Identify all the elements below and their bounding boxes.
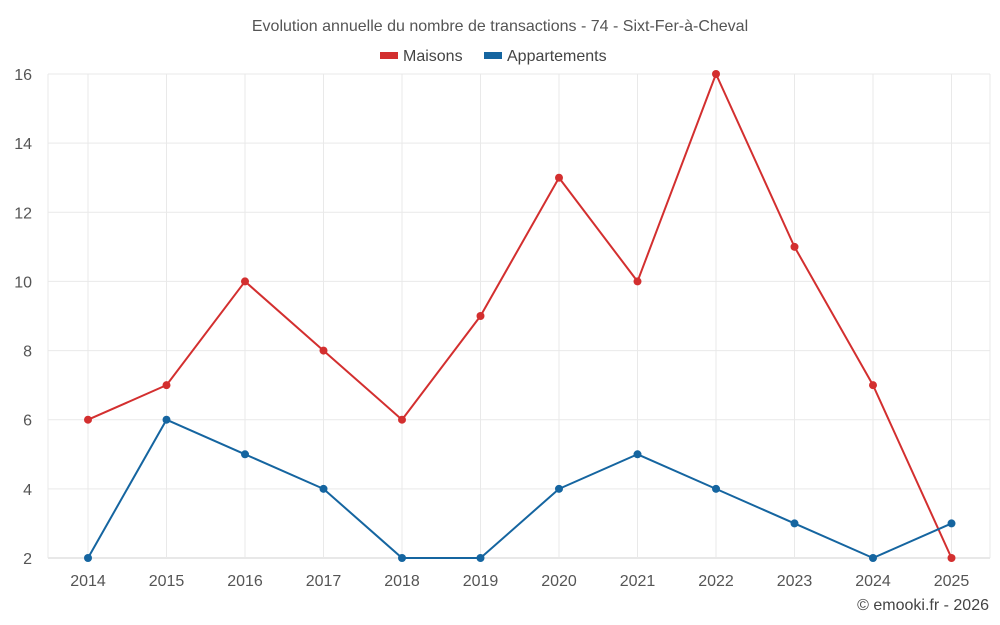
y-axis: 2 4 6 8 10 12 14 16 [14,67,32,568]
legend-item-maisons[interactable]: Maisons [380,48,463,65]
data-point-maisons[interactable] [947,554,956,562]
y-tick-label: 8 [23,344,32,361]
data-point-maisons[interactable] [869,381,877,390]
x-axis: 2014 2015 2016 2017 2018 2019 2020 2021 2022 2023… [70,573,969,590]
y-tick-label: 2 [23,551,32,568]
data-point-appartements[interactable] [869,554,877,562]
series-line-maisons [87,73,953,559]
data-point-maisons[interactable] [398,415,406,424]
series-appartements [84,415,956,562]
data-point-appartements[interactable] [241,450,249,459]
x-tick-label: 2022 [698,573,734,590]
x-tick-label: 2020 [541,573,577,590]
data-point-maisons[interactable] [241,277,249,286]
data-point-maisons[interactable] [790,242,799,251]
series-maisons [84,70,956,562]
data-point-appartements[interactable] [712,484,720,493]
y-tick-label: 12 [14,205,32,222]
data-point-maisons[interactable] [162,381,171,390]
x-tick-label: 2015 [149,573,185,590]
series-group [84,70,956,562]
x-tick-label: 2014 [70,573,106,590]
x-tick-label: 2019 [463,573,499,590]
y-tick-label: 4 [23,482,32,499]
data-point-maisons[interactable] [319,346,328,355]
y-tick-label: 16 [14,67,32,84]
data-point-maisons[interactable] [555,173,563,182]
legend: Maisons Appartements [380,48,607,65]
data-point-maisons[interactable] [712,70,720,78]
data-point-appartements[interactable] [398,554,406,562]
x-tick-label: 2024 [855,573,891,590]
y-tick-label: 6 [23,413,32,430]
credit-text: © emooki.fr - 2026 [857,597,989,614]
data-point-appartements[interactable] [84,554,92,562]
legend-item-appartements[interactable]: Appartements [484,48,607,65]
x-tick-label: 2018 [384,573,420,590]
grid [47,73,991,559]
x-tick-label: 2017 [306,573,342,590]
data-point-appartements[interactable] [555,484,563,493]
data-point-appartements[interactable] [947,519,956,528]
data-point-maisons[interactable] [84,415,92,424]
data-point-appartements[interactable] [790,519,799,528]
data-point-appartements[interactable] [162,415,171,424]
data-point-appartements[interactable] [319,484,328,493]
data-point-appartements[interactable] [633,450,642,459]
x-tick-label: 2025 [934,573,970,590]
series-line-appartements [87,418,952,559]
legend-label: Maisons [403,48,463,65]
x-tick-label: 2016 [227,573,263,590]
legend-swatch [484,52,502,59]
data-point-maisons[interactable] [633,277,642,286]
legend-label: Appartements [507,48,607,65]
data-point-appartements[interactable] [476,554,485,562]
legend-swatch [380,52,398,59]
chart-title: Evolution annuelle du nombre de transact… [252,18,748,35]
data-point-maisons[interactable] [476,312,485,320]
x-tick-label: 2023 [777,573,813,590]
y-tick-label: 10 [14,274,32,291]
x-tick-label: 2021 [620,573,656,590]
y-tick-label: 14 [14,136,32,153]
